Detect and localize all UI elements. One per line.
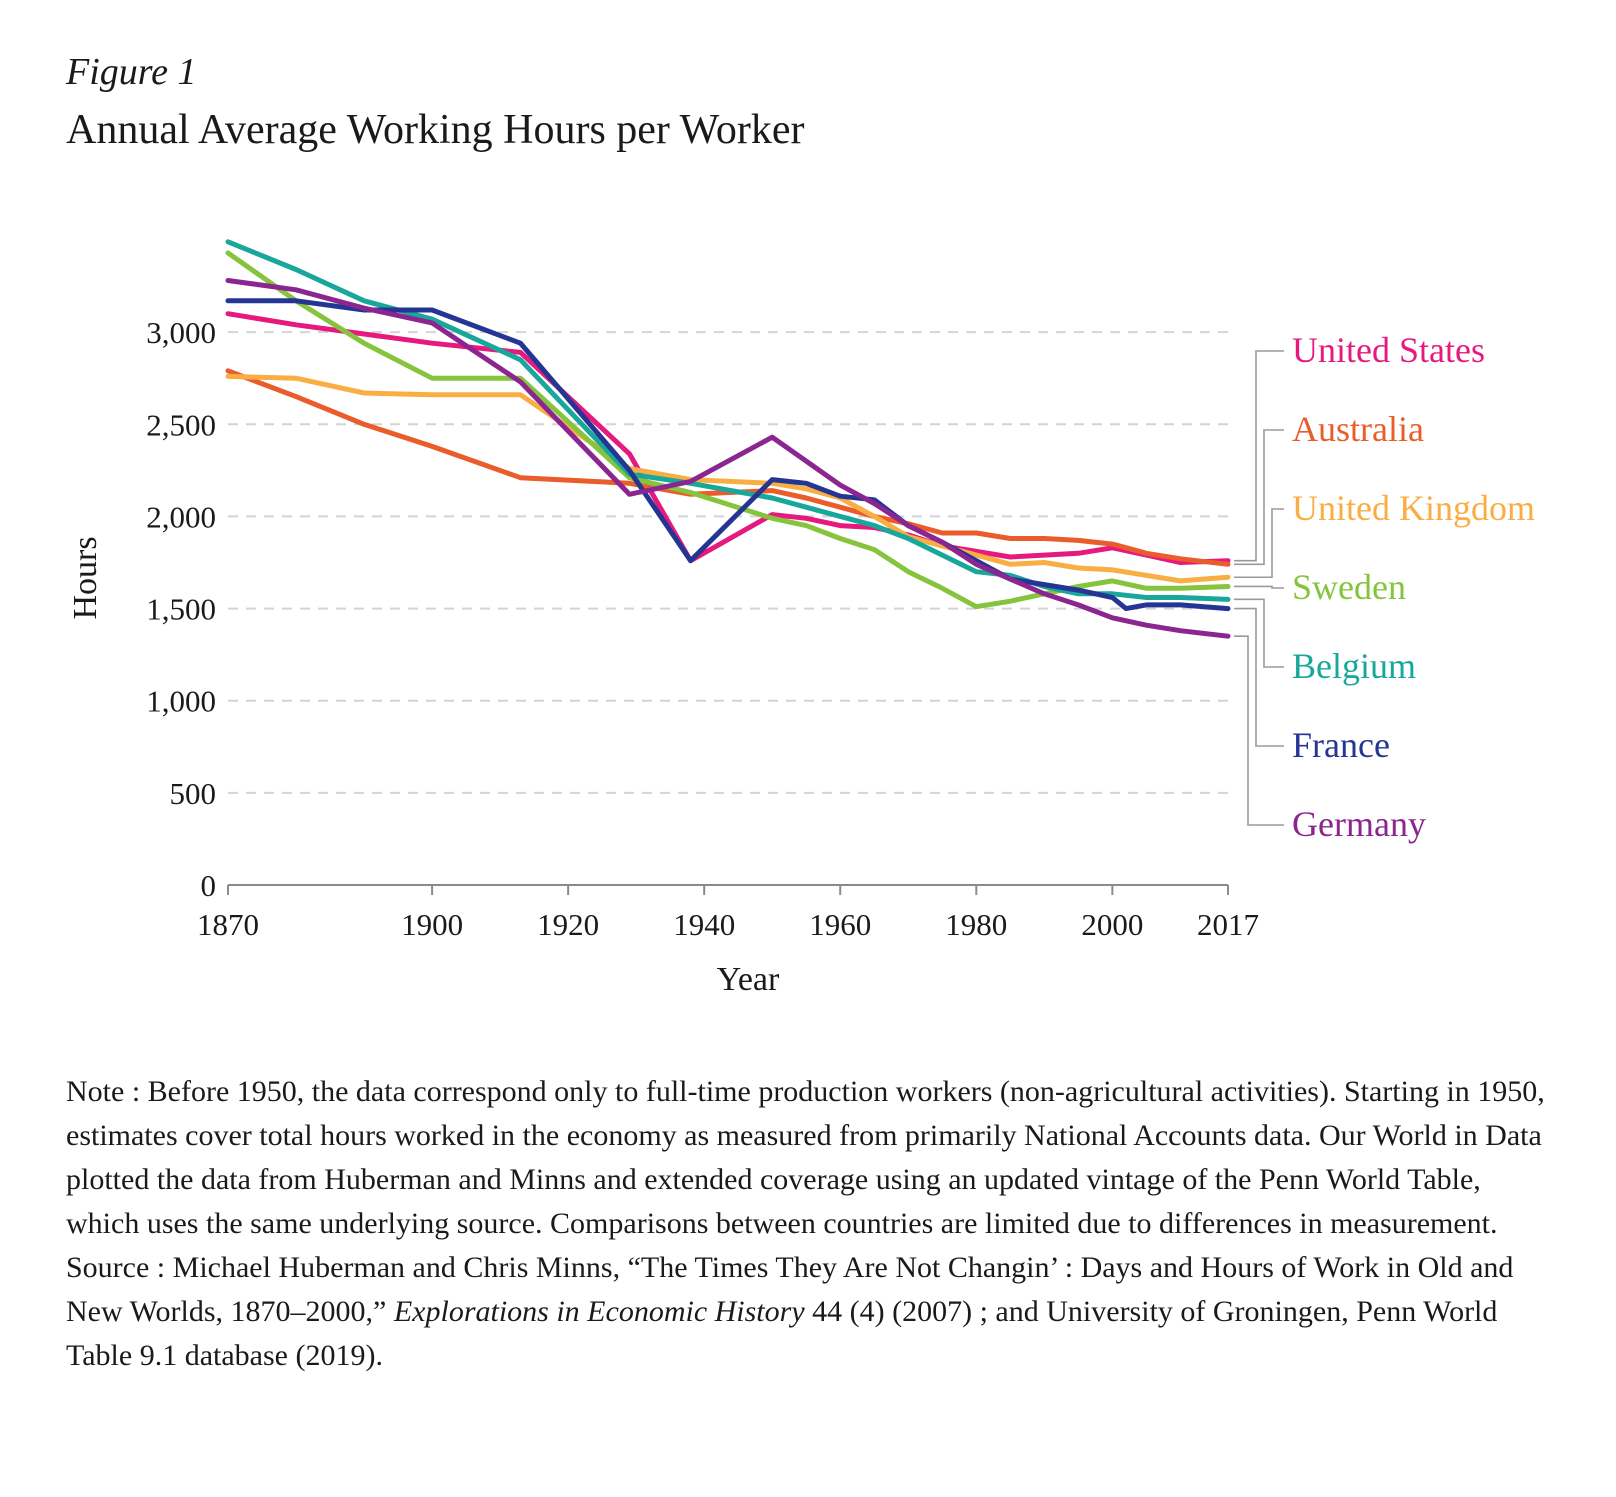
y-tick-label: 1,500 <box>146 592 216 627</box>
note-text-1: Note : Before 1950, the data correspond … <box>66 1075 1545 1328</box>
y-tick-label: 2,000 <box>146 499 216 534</box>
x-axis-label: Year <box>717 961 780 998</box>
x-tick-label: 2000 <box>1081 907 1143 942</box>
series-line-united-kingdom <box>225 373 1231 584</box>
figure-title: Annual Average Working Hours per Worker <box>66 107 805 153</box>
leader-line-australia <box>1234 429 1284 566</box>
series-line-germany <box>225 278 1231 639</box>
legend-label-australia: Australia <box>1292 409 1424 449</box>
x-tick-label: 1940 <box>673 907 735 942</box>
leader-line-united-states <box>1234 350 1284 562</box>
y-tick-label: 500 <box>170 776 217 811</box>
x-tick-label: 1960 <box>809 907 871 942</box>
gridlines <box>228 331 1228 794</box>
x-tick-label: 1920 <box>537 907 599 942</box>
y-axis-label: Hours <box>67 536 104 619</box>
legend-label-united-states: United States <box>1292 330 1485 370</box>
series-legend: United States Australia United Kingdom Swed… <box>1292 330 1535 844</box>
leader-line-france <box>1234 607 1284 747</box>
series-line-belgium <box>225 239 1231 602</box>
legend-label-germany: Germany <box>1292 804 1426 844</box>
y-tick-label: 3,000 <box>146 315 216 350</box>
x-axis-ticks: 1870 1900 1920 1940 1960 1980 2000 2017 <box>197 885 1259 942</box>
y-tick-label: 0 <box>201 868 217 903</box>
legend-leader-lines <box>1234 350 1284 826</box>
x-tick-label: 1900 <box>401 907 463 942</box>
leader-line-belgium <box>1234 598 1284 668</box>
legend-label-belgium: Belgium <box>1292 646 1416 686</box>
y-tick-label: 1,000 <box>146 684 216 719</box>
legend-label-united-kingdom: United Kingdom <box>1292 488 1535 528</box>
y-axis-ticks: 0 500 1,000 1,500 2,000 2,500 3,000 <box>146 315 216 903</box>
x-tick-label: 1870 <box>197 907 259 942</box>
leader-line-united-kingdom <box>1234 508 1284 579</box>
note-text-2: 44 (4) (2007) ; and University of Gronin… <box>66 1295 1498 1372</box>
x-tick-label: 2017 <box>1197 907 1259 942</box>
note-journal: Explorations in Economic History <box>393 1295 805 1328</box>
series-line-sweden <box>225 250 1231 610</box>
line-chart: 0 500 1,000 1,500 2,000 2,500 3,000 1870 1900 19… <box>67 239 1535 998</box>
legend-label-france: France <box>1292 725 1390 765</box>
leader-line-germany <box>1234 635 1284 826</box>
series-line-france <box>225 298 1231 612</box>
series-line-australia <box>225 368 1231 567</box>
x-tick-label: 1980 <box>945 907 1007 942</box>
series-lines <box>225 239 1231 639</box>
figure-note: Note : Before 1950, the data correspond … <box>66 1070 1556 1378</box>
leader-line-sweden <box>1234 585 1284 589</box>
y-tick-label: 2,500 <box>146 407 216 442</box>
legend-label-sweden: Sweden <box>1292 567 1406 607</box>
figure-label: Figure 1 <box>66 51 197 93</box>
